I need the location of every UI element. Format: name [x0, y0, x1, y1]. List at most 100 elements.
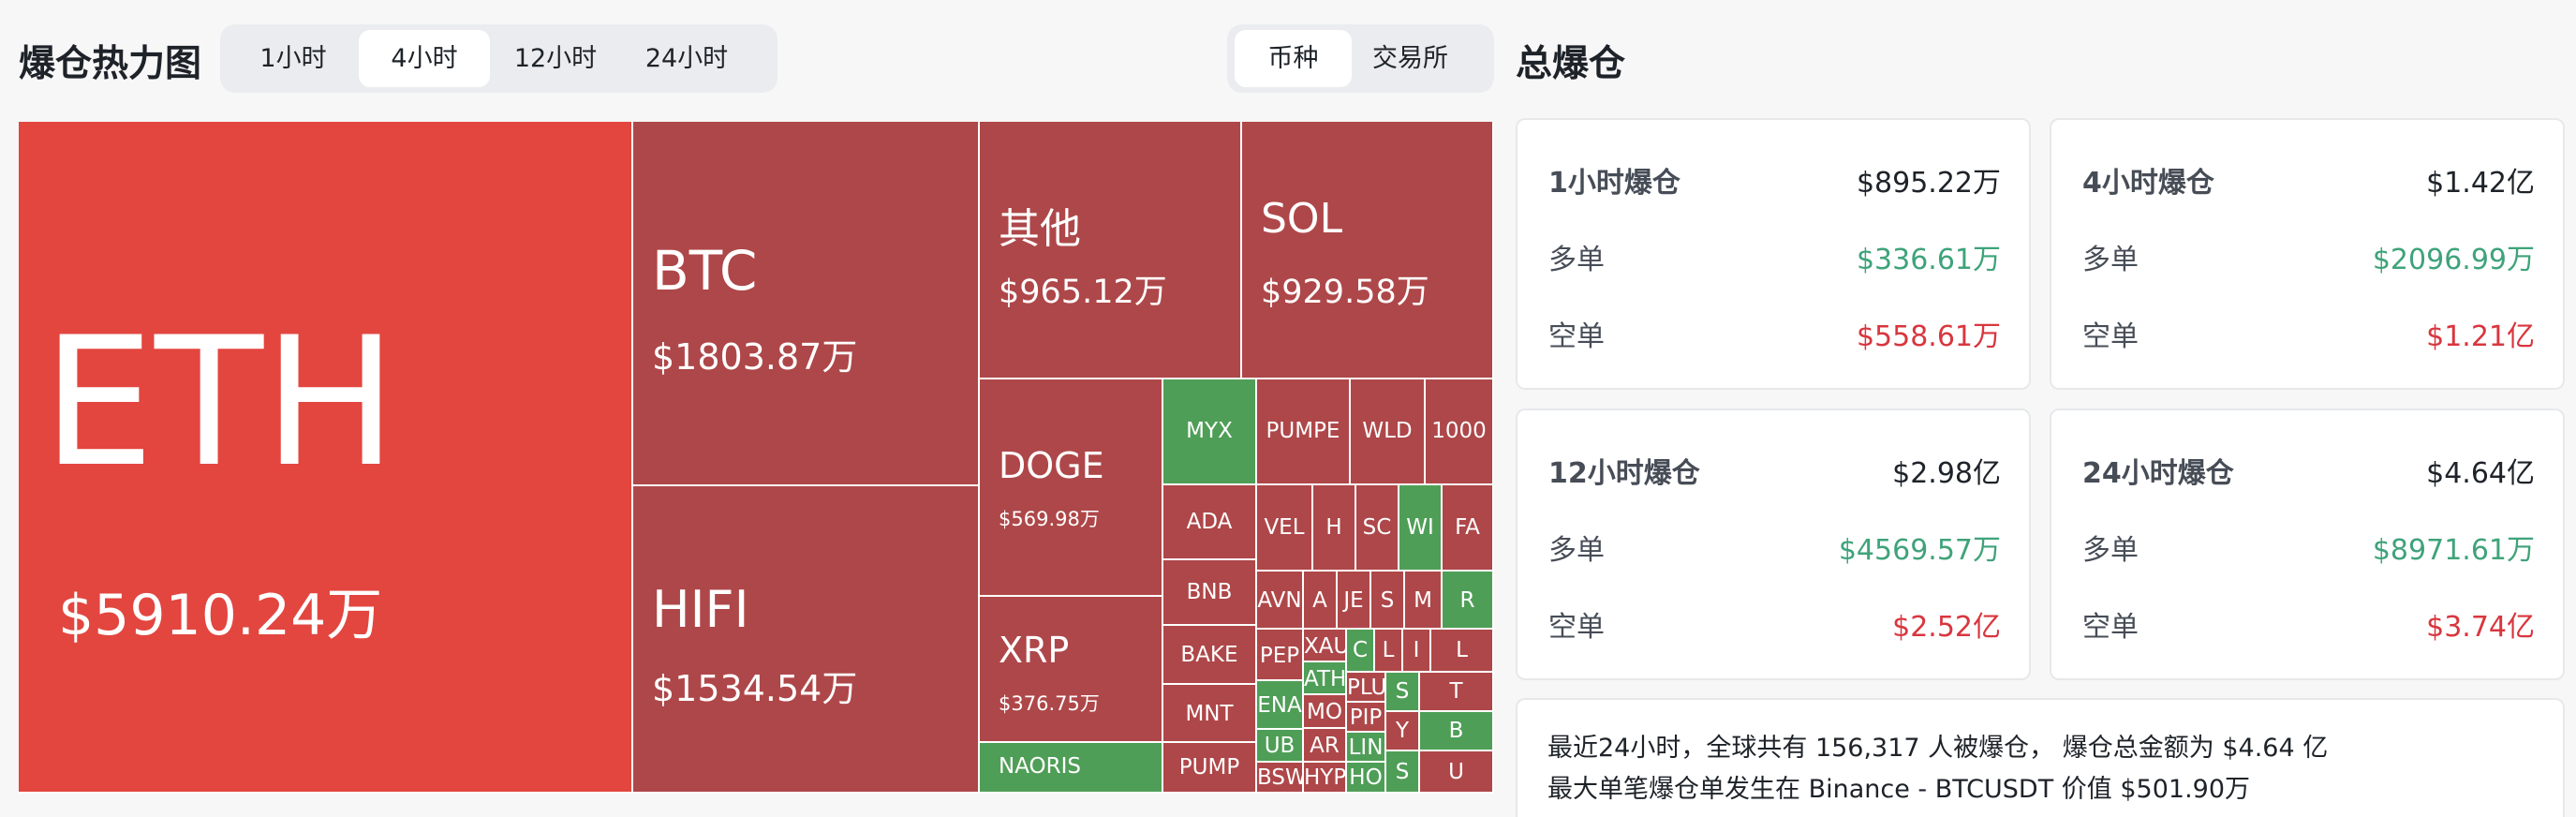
tile-symbol: C: [1352, 638, 1369, 662]
tile-xau[interactable]: XAU: [1304, 630, 1347, 662]
tile-symbol: 1000: [1431, 419, 1487, 443]
tile-pep[interactable]: PEP: [1257, 630, 1304, 681]
tab-12h[interactable]: 12小时: [513, 44, 598, 73]
tile-pump[interactable]: PUMP: [1163, 743, 1257, 794]
tile-je[interactable]: JE: [1338, 572, 1371, 630]
tile-ho[interactable]: HO: [1347, 763, 1386, 794]
short-label: 空单: [1548, 320, 1605, 353]
tile-a[interactable]: A: [1304, 572, 1338, 630]
tile-l2[interactable]: L: [1431, 630, 1494, 673]
tile-s[interactable]: S: [1371, 572, 1405, 630]
tile-sc[interactable]: SC: [1356, 485, 1399, 572]
tile-b[interactable]: B: [1420, 712, 1494, 751]
tile-symbol: ENA: [1257, 693, 1302, 718]
tile-bnb[interactable]: BNB: [1163, 560, 1257, 626]
tile-naoris[interactable]: NAORIS: [980, 743, 1163, 794]
tab-by-exchange[interactable]: 交易所: [1372, 44, 1448, 73]
tile-symbol: PIP: [1349, 706, 1383, 730]
tile-symbol: JE: [1343, 588, 1364, 613]
page-title: 爆仓热力图: [19, 43, 202, 85]
tile-symbol: NAORIS: [999, 754, 1082, 779]
tile-symbol: AVN: [1257, 588, 1302, 613]
tile-bsw[interactable]: BSW: [1257, 763, 1304, 794]
tile-1000[interactable]: 1000: [1426, 379, 1494, 485]
tile-m[interactable]: M: [1405, 572, 1443, 630]
tile-lin[interactable]: LIN: [1347, 733, 1386, 763]
tile-symbol: ETH: [42, 299, 397, 506]
tile-ada[interactable]: ADA: [1163, 485, 1257, 560]
tab-1h[interactable]: 1小时: [259, 44, 327, 73]
tile-sol[interactable]: SOL $929.58万: [1242, 122, 1494, 379]
tile-i[interactable]: I: [1403, 630, 1431, 673]
tab-by-coin[interactable]: 币种: [1235, 30, 1352, 87]
tile-amount: $376.75万: [999, 692, 1100, 715]
tile-symbol: HYP: [1304, 765, 1347, 790]
tile-symbol: UB: [1264, 734, 1295, 758]
card-period: 12小时爆仓: [1548, 457, 1700, 490]
short-label: 空单: [2082, 611, 2139, 644]
tile-ub[interactable]: UB: [1257, 730, 1304, 763]
long-label: 多单: [2082, 534, 2139, 567]
tab-24h[interactable]: 24小时: [644, 44, 729, 73]
tile-s2[interactable]: S: [1386, 673, 1420, 712]
tile-hifi[interactable]: HIFI $1534.54万: [633, 486, 980, 794]
tile-pip[interactable]: PIP: [1347, 703, 1386, 733]
tile-pumpe[interactable]: PUMPE: [1257, 379, 1351, 485]
tile-symbol: SOL: [1261, 195, 1343, 243]
tile-symbol: HIFI: [652, 580, 749, 639]
tile-wi[interactable]: WI: [1399, 485, 1443, 572]
tile-symbol: WLD: [1362, 419, 1413, 443]
short-value: $1.21亿: [2426, 320, 2535, 353]
tile-symbol: DOGE: [999, 445, 1104, 486]
tile-ar[interactable]: AR: [1304, 729, 1347, 763]
tile-symbol: SC: [1362, 515, 1392, 540]
tile-fa[interactable]: FA: [1443, 485, 1494, 572]
tile-symbol: AR: [1310, 734, 1340, 758]
tab-4h[interactable]: 4小时: [359, 30, 490, 87]
tile-c[interactable]: C: [1347, 630, 1375, 673]
tile-doge[interactable]: DOGE $569.98万: [980, 379, 1163, 597]
tile-symbol: M: [1414, 588, 1432, 613]
time-range-tabs: 1小时 4小时 12小时 24小时: [220, 24, 777, 93]
tile-u[interactable]: U: [1420, 751, 1494, 794]
tile-symbol: Y: [1395, 719, 1410, 743]
tile-symbol: PLU: [1347, 676, 1386, 700]
tile-eth[interactable]: ETH $5910.24万: [19, 122, 633, 794]
tile-symbol: MNT: [1185, 702, 1234, 726]
tile-symbol: A: [1312, 588, 1327, 613]
short-label: 空单: [2082, 320, 2139, 353]
tile-plu[interactable]: PLU: [1347, 673, 1386, 703]
tile-t[interactable]: T: [1420, 673, 1494, 712]
tile-symbol: BTC: [652, 239, 758, 303]
tile-xrp[interactable]: XRP $376.75万: [980, 597, 1163, 743]
long-value: $336.61万: [1856, 244, 2001, 276]
tile-myx[interactable]: MYX: [1163, 379, 1257, 485]
tile-bake[interactable]: BAKE: [1163, 626, 1257, 685]
note-line-largest: 最大单笔爆仓单发生在 Binance - BTCUSDT 价值 $501.90万: [1547, 775, 2251, 804]
tile-btc[interactable]: BTC $1803.87万: [633, 122, 980, 486]
tile-ena[interactable]: ENA: [1257, 681, 1304, 730]
tile-avn[interactable]: AVN: [1257, 572, 1304, 630]
short-label: 空单: [1548, 611, 1605, 644]
tile-s3[interactable]: S: [1386, 751, 1420, 794]
tile-h[interactable]: H: [1313, 485, 1356, 572]
note-line-total: 最近24小时，全球共有 156,317 人被爆仓， 爆仓总金额为 $4.64 亿: [1547, 734, 2329, 763]
tile-symbol: L: [1382, 638, 1395, 662]
tile-vel[interactable]: VEL: [1257, 485, 1313, 572]
card-total: $2.98亿: [1892, 457, 2001, 490]
tile-other[interactable]: 其他 $965.12万: [980, 122, 1242, 379]
tile-symbol: U: [1448, 760, 1464, 784]
tile-symbol: PUMP: [1178, 755, 1240, 780]
tile-symbol: L: [1456, 638, 1468, 662]
tile-mnt[interactable]: MNT: [1163, 685, 1257, 743]
tile-mo[interactable]: MO: [1304, 695, 1347, 729]
tile-ath[interactable]: ATH: [1304, 662, 1347, 695]
tile-l[interactable]: L: [1375, 630, 1403, 673]
tile-y[interactable]: Y: [1386, 712, 1420, 751]
tile-hyp[interactable]: HYP: [1304, 763, 1347, 794]
tile-wld[interactable]: WLD: [1351, 379, 1426, 485]
summary-note: 最近24小时，全球共有 156,317 人被爆仓， 爆仓总金额为 $4.64 亿…: [1516, 698, 2565, 817]
tile-symbol: MO: [1307, 700, 1342, 724]
tile-r[interactable]: R: [1443, 572, 1494, 630]
tile-amount: $965.12万: [999, 274, 1167, 311]
